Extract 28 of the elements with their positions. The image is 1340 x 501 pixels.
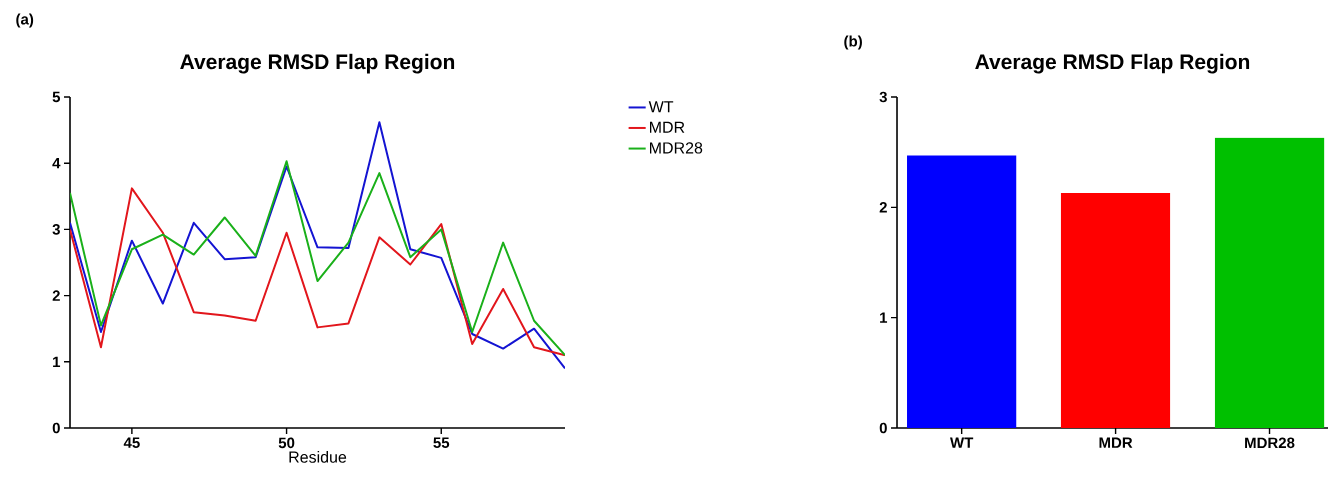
- x-tick-label: WT: [950, 437, 974, 448]
- x-tick-label: 55: [433, 437, 450, 448]
- chart-title: Average RMSD Flap Region: [180, 53, 455, 74]
- y-tick-label: 2: [879, 202, 887, 213]
- y-tick-label: 2: [52, 290, 60, 301]
- legend-label: MDR: [650, 121, 685, 133]
- text: (a): [16, 13, 34, 28]
- x-tick-label: 45: [123, 437, 140, 448]
- x-tick-label: MDR: [1099, 437, 1133, 448]
- line-series: [70, 121, 566, 370]
- y-tick-label: 0: [52, 422, 60, 434]
- bar: [1214, 137, 1325, 428]
- y-tick-label: 3: [879, 91, 887, 103]
- x-tick-label: 50: [278, 437, 295, 449]
- y-tick-label: 0: [879, 422, 887, 434]
- chart-title: Average RMSD Flap Region: [975, 53, 1250, 74]
- bar: [907, 155, 1017, 428]
- y-tick-label: 4: [52, 158, 61, 169]
- y-tick-label: 1: [53, 356, 61, 367]
- x-tick-label: MDR28: [1245, 437, 1295, 449]
- text: (b): [844, 35, 862, 50]
- x-axis-title: Residue: [289, 451, 347, 463]
- legend-label: MDR28: [650, 142, 703, 154]
- bar: [1060, 192, 1171, 428]
- y-tick-label: 1: [880, 312, 888, 323]
- legend-label: WT: [648, 101, 674, 113]
- y-tick-label: 3: [52, 224, 60, 235]
- y-tick-label: 5: [52, 91, 61, 103]
